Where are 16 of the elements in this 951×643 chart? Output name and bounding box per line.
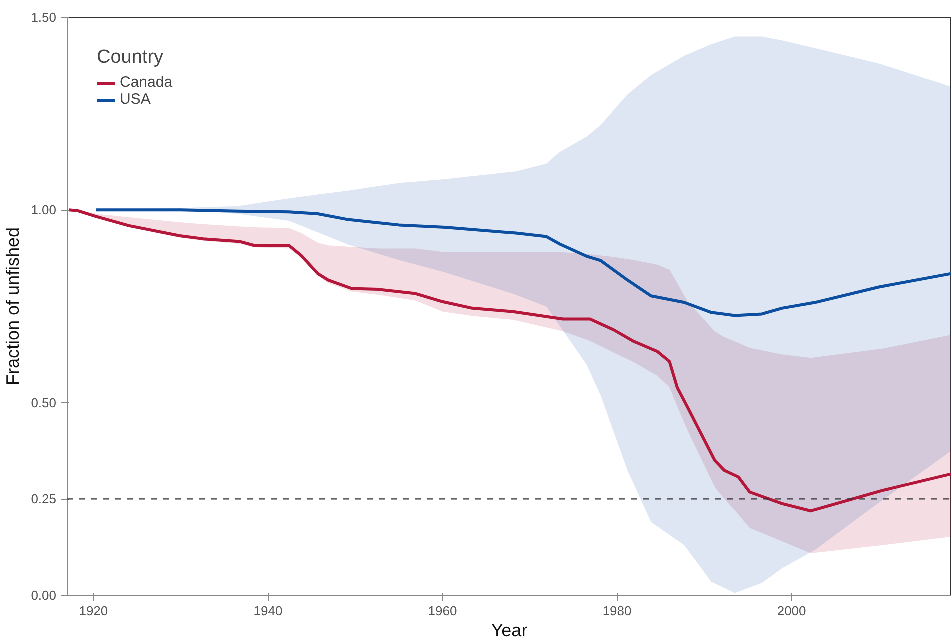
- y-tick-label: 0.50: [31, 395, 57, 410]
- legend-label: USA: [120, 91, 151, 108]
- x-tick-label: 1980: [602, 604, 632, 618]
- y-tick-label: 1.00: [31, 202, 57, 218]
- x-tick-label: 1940: [254, 604, 283, 618]
- x-tick-label: 1920: [79, 604, 108, 618]
- line-series: [94, 208, 951, 318]
- x-tick-label: 2000: [777, 604, 806, 618]
- y-tick-label: 0.00: [31, 588, 57, 603]
- y-axis-title: Fraction of unfished: [3, 227, 24, 386]
- legend-title: Country: [97, 47, 165, 69]
- x-axis-title: Year: [491, 620, 528, 640]
- y-tick-label: 1.50: [31, 10, 57, 25]
- x-tick-label: 1960: [428, 604, 458, 618]
- legend-label: Canada: [120, 74, 173, 91]
- y-tick-label: 0.25: [31, 492, 57, 507]
